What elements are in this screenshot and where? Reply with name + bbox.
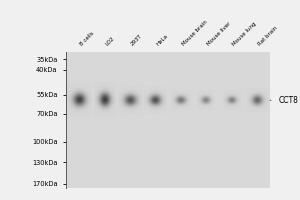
Text: CCT8: CCT8 — [278, 96, 298, 105]
